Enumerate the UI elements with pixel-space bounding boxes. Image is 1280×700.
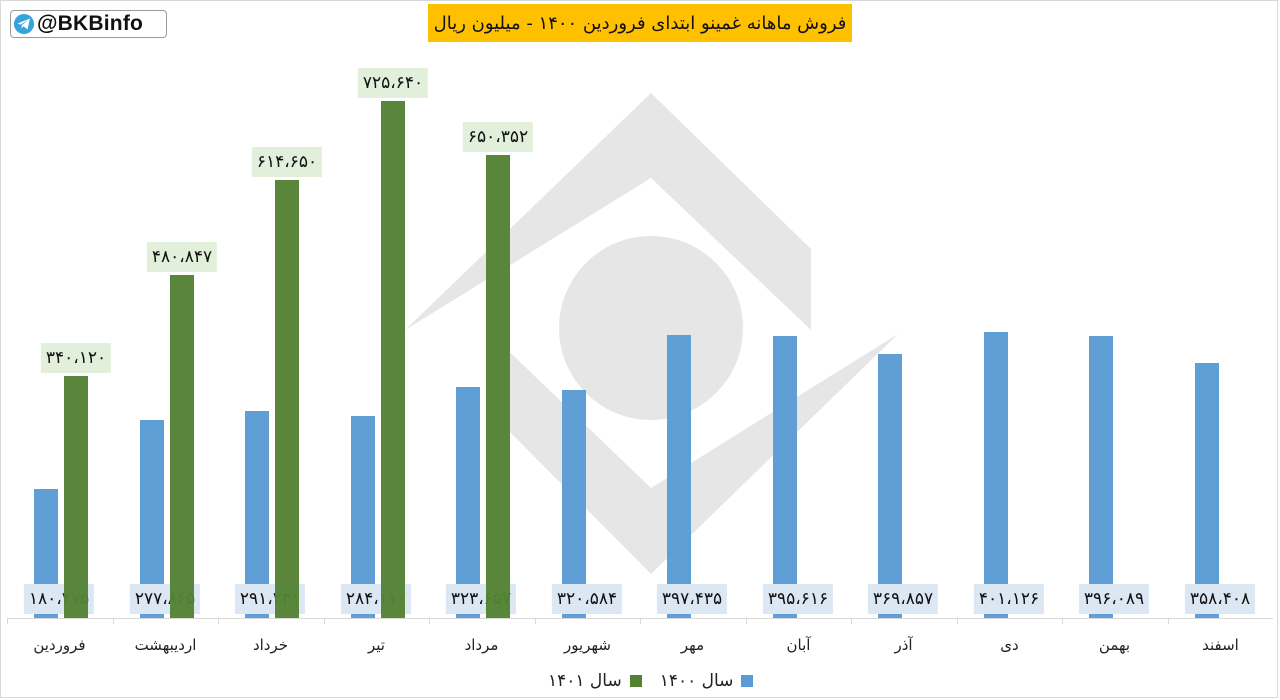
legend-item-1401: سال ۱۴۰۱: [548, 671, 642, 691]
x-axis-tick: [535, 618, 536, 624]
legend-label-1400: سال ۱۴۰۰: [659, 671, 734, 691]
x-axis: [7, 618, 1273, 619]
category-label: آبان: [786, 636, 811, 654]
bar-s1400: [1195, 363, 1219, 618]
bar-s1400: [245, 411, 269, 618]
x-axis-tick: [1168, 618, 1169, 624]
category-label: اردیبهشت: [134, 636, 197, 654]
x-axis-tick: [746, 618, 747, 624]
category-label: مهر: [680, 636, 705, 654]
category-label: اسفند: [1202, 636, 1239, 654]
x-axis-tick: [957, 618, 958, 624]
bar-s1401: [64, 376, 88, 618]
bar-s1400: [984, 332, 1008, 618]
data-label-s1400: ۳۶۹،۸۵۷: [867, 584, 939, 614]
x-axis-tick: [113, 618, 114, 624]
data-label-s1401: ۳۴۰،۱۲۰: [40, 343, 112, 373]
category-label: خرداد: [252, 636, 289, 654]
x-axis-tick: [1062, 618, 1063, 624]
category-label: شهریور: [564, 636, 611, 654]
legend: سال ۱۴۰۰ سال ۱۴۰۱: [530, 670, 754, 692]
x-axis-tick: [324, 618, 325, 624]
x-axis-tick: [218, 618, 219, 624]
category-label: فروردین: [33, 636, 86, 654]
x-axis-tick: [429, 618, 430, 624]
bar-s1401: [170, 275, 194, 618]
category-label: دی: [1000, 636, 1019, 654]
legend-swatch-1401: [629, 675, 642, 687]
data-label-s1401: ۶۵۰،۳۵۲: [462, 122, 534, 152]
category-label: بهمن: [1098, 636, 1131, 654]
x-axis-tick: [851, 618, 852, 624]
legend-item-1400: سال ۱۴۰۰: [660, 671, 754, 691]
bar-s1401: [275, 180, 299, 618]
bar-s1401: [486, 155, 510, 618]
data-label-s1400: ۳۹۶،۰۸۹: [1078, 584, 1150, 614]
telegram-icon: [14, 14, 34, 34]
bar-s1400: [456, 387, 480, 618]
data-label-s1400: ۳۲۰،۵۸۴: [551, 584, 623, 614]
data-label-s1401: ۴۸۰،۸۴۷: [146, 242, 218, 272]
data-label-s1400: ۴۰۱،۱۲۶: [973, 584, 1045, 614]
x-axis-tick: [640, 618, 641, 624]
category-label: آذر: [894, 636, 913, 654]
data-label-s1401: ۶۱۴،۶۵۰: [251, 147, 323, 177]
category-label: مرداد: [464, 636, 499, 654]
channel-handle-badge: @BKBinfo: [10, 10, 167, 38]
data-label-s1401: ۷۲۵،۶۴۰: [357, 68, 429, 98]
bar-s1400: [667, 335, 691, 618]
bar-s1400: [773, 336, 797, 618]
channel-handle: @BKBinfo: [37, 12, 144, 35]
legend-swatch-1400: [741, 675, 754, 687]
data-label-s1400: ۳۵۸،۴۰۸: [1184, 584, 1256, 614]
x-axis-tick: [7, 618, 8, 624]
legend-label-1401: سال ۱۴۰۱: [548, 671, 622, 691]
bar-s1401: [381, 101, 405, 618]
chart-title: فروش ماهانه غمینو ابتدای فروردین ۱۴۰۰ - …: [428, 4, 852, 42]
bar-s1400: [878, 354, 902, 618]
data-label-s1400: ۳۹۷،۴۳۵: [656, 584, 728, 614]
bar-s1400: [562, 390, 586, 618]
category-label: تیر: [368, 636, 385, 654]
bar-s1400: [1089, 336, 1113, 618]
data-label-s1400: ۳۹۵،۶۱۶: [762, 584, 834, 614]
